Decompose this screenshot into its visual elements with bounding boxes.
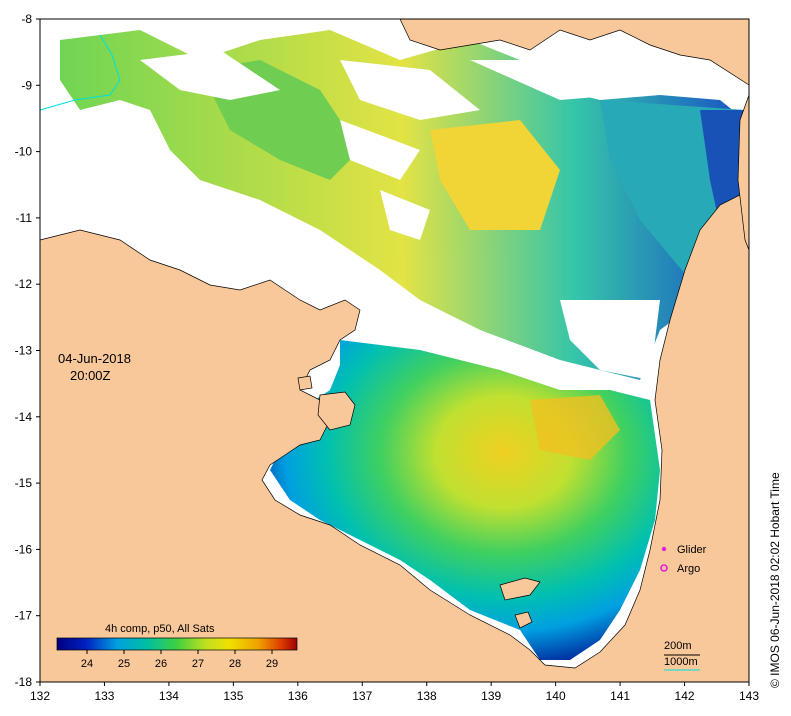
x-tick-label: 141 <box>610 689 630 703</box>
colorbar-title: 4h comp, p50, All Sats <box>105 623 215 635</box>
x-tick-label: 134 <box>159 689 179 703</box>
colorbar-tick-label: 25 <box>118 658 130 670</box>
x-tick-label: 143 <box>739 689 759 703</box>
y-tick-label: -14 <box>15 410 33 424</box>
y-tick-label: -11 <box>16 211 33 225</box>
cloud-gaps <box>60 50 660 380</box>
x-tick-label: 140 <box>546 689 566 703</box>
colorbar-tick-label: 27 <box>192 658 204 670</box>
x-tick-label: 136 <box>288 689 308 703</box>
credit-label: © IMOS 06-Jun-2018 02:02 Hobart Time <box>768 472 782 688</box>
date-label: 04-Jun-2018 <box>58 351 131 366</box>
gulf-warm-core <box>530 395 620 460</box>
x-tick-label: 132 <box>30 689 50 703</box>
y-tick-label: -18 <box>15 675 33 689</box>
y-axis: -8 -9 -10 -11 -12 -13 -14 -15 -16 -17 -18 <box>15 12 40 689</box>
y-tick-label: -16 <box>15 542 33 556</box>
x-tick-label: 142 <box>675 689 695 703</box>
y-tick-label: -17 <box>15 609 33 623</box>
colorbar-ticks: 24 25 26 27 28 29 <box>81 650 278 670</box>
land-new-guinea <box>399 18 750 86</box>
y-tick-label: -8 <box>21 12 32 26</box>
y-tick-label: -9 <box>21 78 32 92</box>
time-label: 20:00Z <box>70 368 111 383</box>
island-bickerton <box>297 375 313 391</box>
contour-1000m <box>39 34 121 111</box>
x-tick-label: 137 <box>352 689 372 703</box>
land-arnhem <box>39 189 750 683</box>
x-tick-label: 138 <box>417 689 437 703</box>
contour-200-label: 200m <box>664 640 692 652</box>
argo-label: Argo <box>677 563 700 575</box>
colorbar-tick-label: 28 <box>229 658 241 670</box>
x-axis: 132 133 134 135 136 137 138 139 140 141 142 143 <box>30 682 759 703</box>
x-tick-label: 139 <box>481 689 501 703</box>
y-tick-label: -12 <box>15 277 33 291</box>
colorbar-tick-label: 24 <box>81 658 93 670</box>
x-tick-label: 133 <box>94 689 114 703</box>
colorbar-tick-label: 29 <box>266 658 278 670</box>
x-tick-label: 135 <box>223 689 243 703</box>
colorbar-tick-label: 26 <box>155 658 167 670</box>
y-tick-label: -15 <box>15 476 33 490</box>
glider-label: Glider <box>677 544 707 556</box>
colorbar <box>56 637 298 651</box>
island-groote <box>317 391 356 431</box>
glider-marker <box>661 546 667 552</box>
contour-1000-label: 1000m <box>664 656 698 668</box>
argo-marker <box>660 564 668 572</box>
island-mornington <box>499 577 541 601</box>
y-tick-label: -13 <box>15 344 33 358</box>
island-small <box>514 611 533 629</box>
y-tick-label: -10 <box>15 145 33 159</box>
